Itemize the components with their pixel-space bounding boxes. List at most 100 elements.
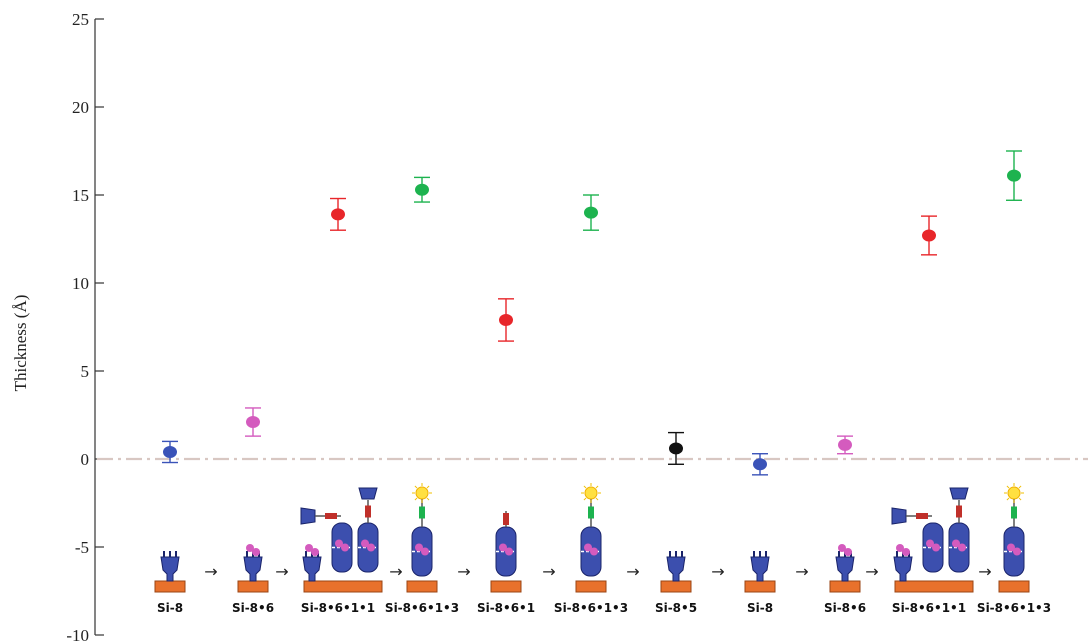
category-label: Si-8•6•1•3 (385, 601, 459, 615)
category-label: Si-8•5 (655, 601, 697, 615)
guest-bead-icon (926, 539, 934, 548)
category-label: Si-8•6•1•1 (892, 601, 966, 615)
data-point-group (162, 440, 178, 464)
host-cup-icon (750, 556, 770, 582)
host-cup-icon (160, 556, 180, 582)
bulb-ray (1018, 485, 1022, 489)
substrate-block (490, 580, 522, 593)
guest-bead-icon (844, 548, 852, 556)
guest-bead-icon (499, 543, 507, 552)
y-tick-label: -10 (66, 626, 89, 643)
data-point (753, 458, 767, 471)
bulb-icon (584, 486, 598, 500)
linker-segment (956, 505, 962, 518)
guest-bead-icon (361, 539, 369, 548)
data-point (415, 183, 429, 196)
substrate-block (660, 580, 692, 593)
side-cup-icon (300, 507, 316, 525)
linker-segment (503, 513, 509, 525)
guest-bead-icon (421, 547, 429, 556)
data-point-group (668, 431, 684, 465)
arrow-icon: → (978, 562, 991, 581)
y-tick-label: 5 (81, 362, 90, 381)
substrate-block (303, 580, 383, 593)
y-tick-label: 25 (72, 10, 89, 29)
top-cup-icon (949, 487, 969, 500)
data-point-group (1006, 150, 1022, 201)
guest-bead-icon (505, 547, 513, 556)
data-point (331, 208, 345, 221)
y-tick-label: 0 (81, 450, 90, 469)
data-point (163, 445, 177, 458)
host-cup-icon (835, 556, 855, 582)
bulb-ray (1006, 497, 1010, 501)
guest-bead-icon (952, 539, 960, 548)
bulb-ray (595, 485, 599, 489)
arrow-icon: → (275, 562, 288, 581)
guest-bead-icon (335, 539, 343, 548)
arrow-icon: → (389, 562, 402, 581)
schematic-layer: → → → → → → → → → → (154, 483, 1030, 593)
category-label: Si-8•6 (824, 601, 866, 615)
linker-segment (325, 513, 337, 519)
guest-bead-icon (367, 543, 375, 552)
category-label: Si-8 (157, 601, 183, 615)
arrow-icon: → (795, 562, 808, 581)
category-label: Si-8•6•1•3 (554, 601, 628, 615)
host-cup-icon (666, 556, 686, 582)
axis-layer: -10 -5 0 5 10 15 20 25 (66, 10, 104, 643)
data-point (584, 206, 598, 219)
guest-bead-icon (1013, 547, 1021, 556)
data-point-group (330, 197, 346, 231)
data-point (922, 229, 936, 242)
arrow-icon: → (204, 562, 217, 581)
guest-bead-icon (311, 548, 319, 556)
category-label: Si-8•6 (232, 601, 274, 615)
data-point-group (583, 194, 599, 231)
linker-segment (419, 506, 425, 519)
y-axis-title: Thickness (Å) (11, 295, 30, 392)
data-point-group (414, 176, 430, 203)
guest-bead-icon (932, 543, 940, 552)
guest-bead-icon (341, 543, 349, 552)
bulb-ray (414, 485, 418, 489)
bulb-ray (583, 497, 587, 501)
bulb-ray (583, 485, 587, 489)
bulb-ray (426, 485, 430, 489)
arrow-icon: → (711, 562, 724, 581)
data-point-group (837, 435, 853, 455)
y-tick-label: 20 (72, 98, 89, 117)
bulb-ray (426, 497, 430, 501)
host-cup-icon (243, 556, 263, 582)
guest-bead-icon (896, 544, 904, 552)
linker-segment (588, 506, 594, 519)
guest-bead-icon (305, 544, 313, 552)
y-tick-label: 10 (72, 274, 89, 293)
bulb-icon (415, 486, 429, 500)
guest-bead-icon (415, 543, 423, 552)
data-point (669, 442, 683, 455)
guest-bead-icon (958, 543, 966, 552)
bulb-ray (1018, 497, 1022, 501)
substrate-block (237, 580, 269, 593)
host-cup-icon (302, 556, 322, 582)
bulb-icon (1007, 486, 1021, 500)
guest-bead-icon (838, 544, 846, 552)
substrate-block (154, 580, 186, 593)
arrow-icon: → (865, 562, 878, 581)
substrate-block (406, 580, 438, 593)
substrate-block (829, 580, 861, 593)
bulb-ray (595, 497, 599, 501)
data-point (499, 313, 513, 326)
category-label: Si-8•6•1 (477, 601, 535, 615)
arrow-icon: → (626, 562, 639, 581)
arrow-icon: → (457, 562, 470, 581)
guest-bead-icon (1007, 543, 1015, 552)
substrate-block (744, 580, 776, 593)
guest-bead-icon (252, 548, 260, 556)
substrate-block (575, 580, 607, 593)
data-point-group (921, 215, 937, 256)
bulb-ray (414, 497, 418, 501)
data-point (1007, 169, 1021, 182)
top-cup-icon (358, 487, 378, 500)
